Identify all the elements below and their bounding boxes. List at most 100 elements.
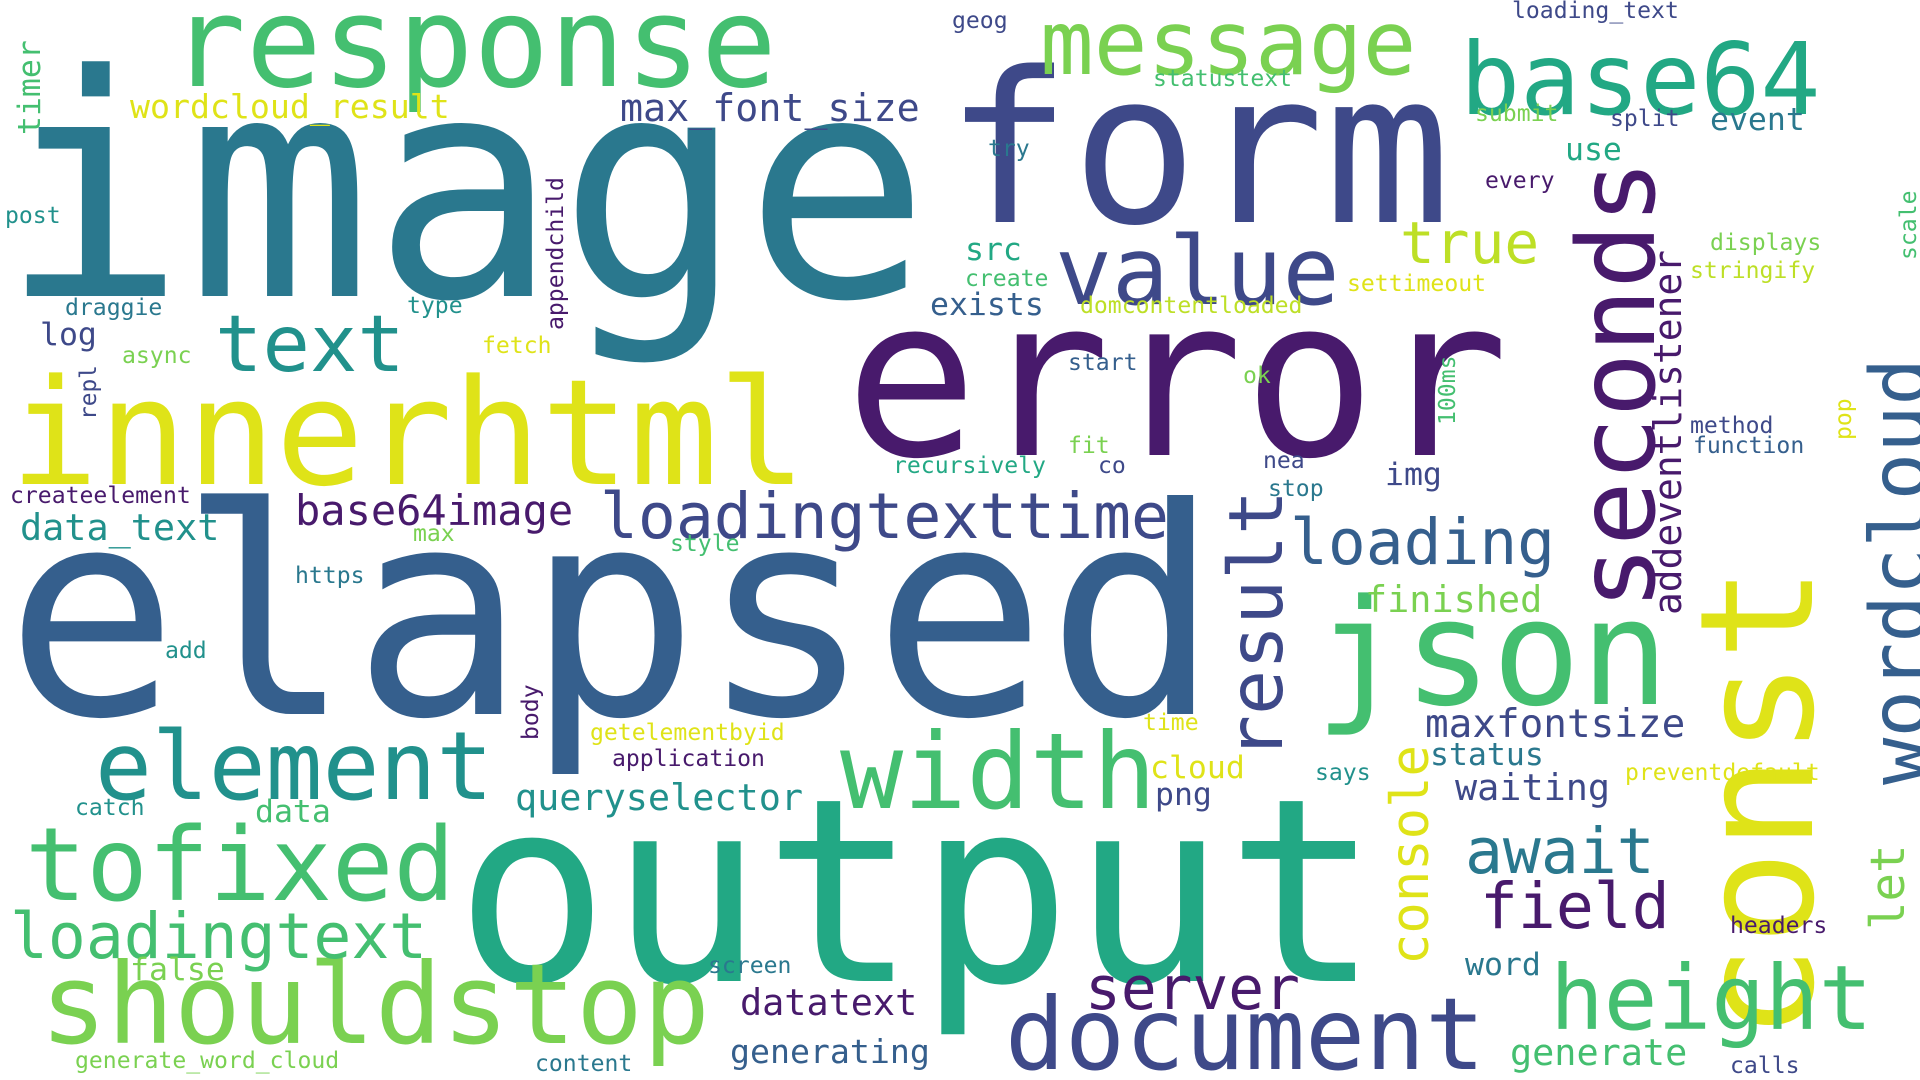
word-height: height	[1550, 947, 1873, 1051]
word-nea: nea	[1263, 448, 1305, 474]
word-type: type	[407, 293, 463, 319]
word-max: max	[413, 521, 455, 547]
word-tofixed: tofixed	[25, 806, 455, 925]
word-preventdefault: preventdefault	[1625, 760, 1820, 786]
word-draggie: draggie	[65, 295, 163, 321]
word-method: method	[1690, 413, 1774, 439]
word-event: event	[1710, 102, 1805, 138]
word-base64image: base64image	[295, 486, 574, 535]
word-split: split	[1610, 106, 1680, 132]
word-body: body	[518, 684, 544, 740]
word-base64: base64	[1460, 21, 1821, 138]
word-timer: timer	[12, 40, 48, 135]
word-submit: submit	[1475, 101, 1559, 127]
word-finished: finished	[1365, 578, 1543, 621]
word-domcontentloaded: domcontentloaded	[1080, 293, 1303, 319]
word-time: time	[1143, 710, 1199, 736]
word-status: status	[1430, 737, 1544, 773]
word-waiting: waiting	[1455, 766, 1611, 809]
word-create: create	[965, 266, 1049, 292]
word-loadingtexttime: loadingtexttime	[600, 480, 1169, 553]
word-word: word	[1465, 947, 1541, 983]
word-loading-text: loading_text	[1512, 0, 1679, 24]
word-image: image	[0, 9, 931, 369]
word-fetch: fetch	[482, 333, 552, 359]
word-field: field	[1480, 870, 1670, 943]
word-stop: stop	[1268, 476, 1324, 502]
word-exists: exists	[930, 287, 1044, 323]
word-data-text: data_text	[20, 506, 220, 549]
word-json: json	[1315, 568, 1670, 739]
word-maxfontsize: maxfontsize	[1425, 702, 1686, 747]
word-ok: ok	[1243, 363, 1271, 389]
word-100ms: 100ms	[1435, 355, 1461, 425]
word-data: data	[255, 794, 331, 830]
word-png: png	[1155, 777, 1212, 813]
word-img: img	[1385, 457, 1442, 493]
word-loadingtext: loadingtext	[10, 900, 428, 973]
word-settimeout: settimeout	[1347, 271, 1487, 297]
word-max-font-size: max_font_size	[620, 86, 920, 131]
word-false: false	[130, 952, 225, 988]
word-let: let	[1861, 844, 1916, 930]
word-result: result	[1213, 489, 1300, 760]
word-loading: loading	[1290, 506, 1556, 579]
word-generate-word-cloud: generate_word_cloud	[75, 1048, 340, 1074]
word-async: async	[122, 343, 192, 369]
word-await: await	[1465, 815, 1655, 888]
word-repl: repl	[76, 365, 102, 420]
word-calls: calls	[1730, 1053, 1800, 1079]
word-generate: generate	[1510, 1031, 1688, 1074]
word-element: element	[95, 712, 494, 822]
word-add: add	[165, 638, 207, 664]
word-cloud: cloud	[1150, 750, 1245, 786]
word-content: content	[535, 1051, 633, 1077]
word-pop: pop	[1831, 398, 1857, 440]
word-log: log	[40, 317, 97, 353]
word-innerhtml: innerhtml	[10, 348, 807, 519]
word-message: message	[1040, 0, 1417, 96]
word-addeventlistener: addeventlistener	[1646, 250, 1690, 615]
word-error: error	[845, 251, 1509, 508]
word-src: src	[965, 232, 1022, 268]
word-scale: scale	[1896, 190, 1920, 260]
word-wordcloud-result: wordcloud_result	[130, 87, 450, 126]
word-document: document	[1005, 976, 1486, 1080]
word-post: post	[5, 203, 61, 229]
word-text: text	[215, 298, 405, 390]
word-value: value	[1055, 217, 1340, 327]
word-elapsed: elapsed	[5, 446, 1220, 782]
word-true: true	[1400, 209, 1540, 277]
word-datatext: datatext	[740, 981, 918, 1024]
word-appendchild: appendchild	[543, 177, 569, 330]
word-statustext: statustext	[1153, 66, 1293, 92]
word-style: style	[670, 531, 740, 557]
word-createelement: createelement	[10, 483, 191, 509]
word-response: response	[170, 0, 777, 116]
word-output: output	[455, 744, 1381, 1042]
word-co: co	[1098, 453, 1126, 479]
word-recursively: recursively	[893, 453, 1046, 479]
word-https: https	[295, 563, 365, 589]
word-application: application	[612, 746, 765, 772]
word-getelementbyid: getelementbyid	[590, 720, 785, 746]
word-try: try	[988, 136, 1030, 162]
word-stringify: stringify	[1690, 258, 1816, 284]
word-displays: displays	[1710, 230, 1822, 256]
word-function: function	[1693, 433, 1805, 459]
word-geog: geog	[952, 8, 1008, 34]
word-width: width	[840, 711, 1157, 833]
word-says: says	[1315, 760, 1371, 786]
word-catch: catch	[75, 795, 145, 821]
word-start: start	[1068, 350, 1138, 376]
word-headers: headers	[1730, 913, 1828, 939]
word-generating: generating	[730, 1032, 930, 1071]
word-queryselector: queryselector	[515, 776, 803, 819]
word-screen: screen	[708, 953, 792, 979]
word-server: server	[1085, 955, 1300, 1024]
word-fit: fit	[1068, 433, 1110, 459]
word-form: form	[945, 27, 1451, 272]
word-every: every	[1485, 168, 1555, 194]
word-shouldstop: shouldstop	[40, 941, 711, 1070]
